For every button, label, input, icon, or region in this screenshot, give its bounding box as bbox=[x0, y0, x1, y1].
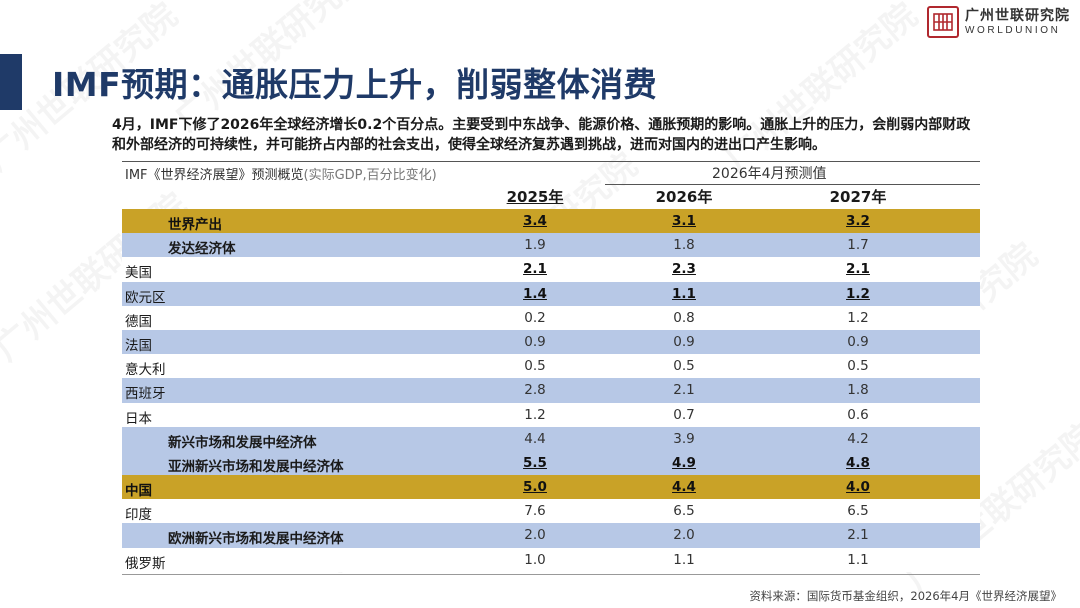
cell-2026: 1.1 bbox=[673, 551, 695, 568]
cell-2026: 0.8 bbox=[673, 309, 695, 326]
row-label: 德国 bbox=[125, 313, 152, 330]
cell-2025: 1.0 bbox=[524, 551, 546, 568]
cell-2027: 1.2 bbox=[846, 285, 870, 302]
cell-2027: 3.2 bbox=[846, 213, 870, 229]
table-bottom-border bbox=[122, 574, 980, 575]
cell-2025: 2.8 bbox=[524, 382, 546, 399]
row-label: 欧元区 bbox=[125, 289, 166, 306]
cell-2026: 4.9 bbox=[672, 454, 696, 471]
cell-2027: 4.8 bbox=[846, 454, 870, 471]
row-label: 意大利 bbox=[125, 362, 166, 379]
table-row: 欧洲新兴市场和发展中经济体 2.0 2.0 2.1 bbox=[122, 523, 980, 548]
cell-2026: 0.5 bbox=[673, 358, 695, 375]
table-row: 中国 5.0 4.4 4.0 bbox=[122, 475, 980, 500]
source-note: 资料来源：国际货币基金组织，2026年4月《世界经济展望》 bbox=[749, 589, 1062, 603]
logo-chinese-name: 广州世联研究院 bbox=[965, 7, 1070, 24]
row-label: 日本 bbox=[125, 410, 152, 427]
cell-2026: 1.1 bbox=[672, 285, 696, 302]
forecast-header: 2026年4月预测值 bbox=[712, 166, 827, 182]
forecast-table: 世界产出 3.4 3.1 3.2 发达经济体 1.9 1.8 1.7 美国 2.… bbox=[122, 209, 980, 572]
cell-2025: 2.1 bbox=[523, 261, 547, 278]
cell-2026: 2.0 bbox=[673, 527, 695, 544]
cell-2025: 2.0 bbox=[524, 527, 546, 544]
cell-2026: 2.1 bbox=[673, 382, 695, 399]
logo-english-name: WORLDUNION bbox=[965, 24, 1061, 36]
table-row: 意大利 0.5 0.5 0.5 bbox=[122, 354, 980, 379]
table-row: 世界产出 3.4 3.1 3.2 bbox=[122, 209, 980, 234]
table-row: 俄罗斯 1.0 1.1 1.1 bbox=[122, 547, 980, 572]
worldunion-logo-icon bbox=[927, 6, 959, 38]
table-row: 亚洲新兴市场和发展中经济体 5.5 4.9 4.8 bbox=[122, 450, 980, 476]
cell-2025: 3.4 bbox=[523, 213, 547, 229]
table-row: 印度 7.6 6.5 6.5 bbox=[122, 499, 980, 524]
intro-line: 和外部经济的可持续性，并可能挤占内部的社会支出，使得全球经济复苏遇到挑战，进而对… bbox=[112, 137, 826, 153]
cell-2026: 3.1 bbox=[672, 213, 696, 229]
cell-2025: 0.5 bbox=[524, 358, 546, 375]
cell-2026: 4.4 bbox=[672, 479, 696, 496]
cell-2025: 4.4 bbox=[524, 430, 546, 447]
intro-paragraph: 4月，IMF下修了2026年全球经济增长0.2个百分点。主要受到中东战争、能源价… bbox=[112, 115, 1072, 155]
cell-2027: 2.1 bbox=[847, 527, 869, 544]
row-label: 发达经济体 bbox=[168, 241, 236, 258]
cell-2025: 0.2 bbox=[524, 309, 546, 326]
header-divider bbox=[122, 161, 980, 162]
column-header-2025: 2025年 bbox=[506, 188, 564, 206]
table-row: 日本 1.2 0.7 0.6 bbox=[122, 402, 980, 427]
row-label: 亚洲新兴市场和发展中经济体 bbox=[168, 458, 344, 475]
cell-2027: 1.2 bbox=[847, 309, 869, 326]
cell-2025: 5.0 bbox=[523, 479, 547, 496]
forecast-divider bbox=[605, 184, 980, 185]
cell-2027: 1.1 bbox=[847, 551, 869, 568]
cell-2027: 4.0 bbox=[846, 479, 870, 496]
row-label: 新兴市场和发展中经济体 bbox=[168, 434, 317, 451]
cell-2025: 5.5 bbox=[523, 454, 547, 471]
intro-line: 4月，IMF下修了2026年全球经济增长0.2个百分点。主要受到中东战争、能源价… bbox=[112, 117, 971, 133]
cell-2025: 1.2 bbox=[524, 406, 546, 423]
cell-2025: 0.9 bbox=[524, 333, 546, 350]
table-caption-title: IMF《世界经济展望》预测概览 bbox=[125, 168, 304, 183]
cell-2026: 0.9 bbox=[673, 333, 695, 350]
column-header-2026: 2026年 bbox=[655, 188, 713, 206]
cell-2026: 0.7 bbox=[673, 406, 695, 423]
title-accent-bar bbox=[0, 54, 22, 110]
cell-2025: 1.4 bbox=[523, 285, 547, 302]
table-row: 新兴市场和发展中经济体 4.4 3.9 4.2 bbox=[122, 426, 980, 451]
cell-2027: 4.2 bbox=[847, 430, 869, 447]
cell-2027: 6.5 bbox=[847, 503, 869, 520]
row-label: 世界产出 bbox=[168, 217, 222, 233]
page-title: IMF预期：通胀压力上升，削弱整体消费 bbox=[52, 65, 658, 104]
row-label: 西班牙 bbox=[125, 386, 166, 403]
table-row: 美国 2.1 2.3 2.1 bbox=[122, 257, 980, 282]
cell-2025: 1.9 bbox=[524, 237, 546, 254]
cell-2027: 0.6 bbox=[847, 406, 869, 423]
table-row: 发达经济体 1.9 1.8 1.7 bbox=[122, 233, 980, 258]
cell-2026: 6.5 bbox=[673, 503, 695, 520]
row-label: 法国 bbox=[125, 337, 152, 354]
row-label: 美国 bbox=[125, 265, 152, 282]
row-label: 欧洲新兴市场和发展中经济体 bbox=[168, 531, 344, 548]
cell-2026: 1.8 bbox=[673, 237, 695, 254]
row-label: 中国 bbox=[125, 483, 152, 500]
brand-logo: 广州世联研究院 WORLDUNION bbox=[927, 6, 1070, 38]
cell-2027: 0.5 bbox=[847, 358, 869, 375]
cell-2027: 2.1 bbox=[846, 261, 870, 278]
column-header-2027: 2027年 bbox=[829, 188, 887, 206]
cell-2025: 7.6 bbox=[524, 503, 546, 520]
row-label: 俄罗斯 bbox=[125, 555, 166, 572]
table-row: 法国 0.9 0.9 0.9 bbox=[122, 329, 980, 355]
table-caption: IMF《世界经济展望》预测概览(实际GDP,百分比变化) bbox=[125, 164, 437, 183]
cell-2027: 1.8 bbox=[847, 382, 869, 399]
table-row: 欧元区 1.4 1.1 1.2 bbox=[122, 281, 980, 306]
cell-2026: 2.3 bbox=[672, 261, 696, 278]
cell-2027: 0.9 bbox=[847, 333, 869, 350]
cell-2027: 1.7 bbox=[847, 237, 869, 254]
row-label: 印度 bbox=[125, 507, 152, 524]
cell-2026: 3.9 bbox=[673, 430, 695, 447]
table-caption-note: (实际GDP,百分比变化) bbox=[303, 168, 437, 183]
table-row: 德国 0.2 0.8 1.2 bbox=[122, 305, 980, 330]
table-row: 西班牙 2.8 2.1 1.8 bbox=[122, 378, 980, 403]
